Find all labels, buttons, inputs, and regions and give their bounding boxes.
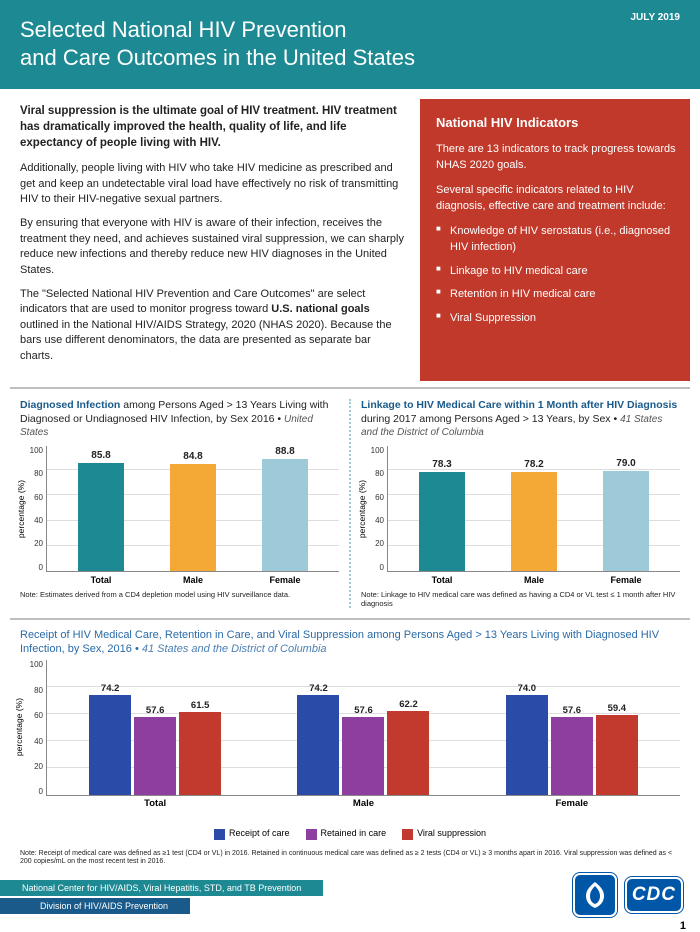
- header-title: Selected National HIV Prevention and Car…: [20, 16, 680, 71]
- chart-receipt: Receipt of HIV Medical Care, Retention i…: [10, 618, 690, 846]
- chart3-bars: 74.257.661.5Total 74.257.662.2Male 74.057.…: [46, 660, 680, 796]
- content-row: Viral suppression is the ultimate goal o…: [0, 89, 700, 387]
- legend-item: Viral suppression: [402, 828, 486, 839]
- legend-item: Retained in care: [306, 828, 387, 839]
- bar-female: 88.8Female: [258, 446, 312, 571]
- footer: National Center for HIV/AIDS, Viral Hepa…: [0, 870, 700, 920]
- header: JULY 2019 Selected National HIV Preventi…: [0, 0, 700, 89]
- legend-item: Receipt of care: [214, 828, 290, 839]
- chart1-plot: percentage (%) 100 80 60 40 20 0 85.8Tot…: [20, 446, 339, 586]
- chart1-title: Diagnosed Infection among Persons Aged >…: [20, 399, 339, 440]
- intro-lead: Viral suppression is the ultimate goal o…: [20, 103, 406, 151]
- bar-total: 85.8Total: [74, 450, 128, 571]
- bar-total: 78.3Total: [415, 459, 469, 571]
- group-male: 74.257.662.2Male: [297, 683, 429, 796]
- bar-male: 78.2Male: [507, 459, 561, 571]
- top-charts-row: Diagnosed Infection among Persons Aged >…: [10, 387, 690, 614]
- indicator-item: Viral Suppression: [436, 310, 676, 327]
- footer-bar-bottom: Division of HIV/AIDS Prevention: [0, 898, 190, 914]
- intro-text: Viral suppression is the ultimate goal o…: [0, 89, 420, 387]
- indicator-item: Retention in HIV medical care: [436, 286, 676, 303]
- hhs-icon: [572, 872, 618, 918]
- indicators-p1: There are 13 indicators to track progres…: [436, 141, 676, 174]
- cdc-badge: CDC: [572, 872, 684, 918]
- chart2-title: Linkage to HIV Medical Care within 1 Mon…: [361, 399, 680, 440]
- footer-bar-top: National Center for HIV/AIDS, Viral Hepa…: [0, 880, 323, 896]
- indicator-item: Linkage to HIV medical care: [436, 263, 676, 280]
- indicators-box: National HIV Indicators There are 13 ind…: [420, 99, 690, 381]
- chart1-bars: 85.8Total 84.8Male 88.8Female: [46, 446, 339, 572]
- intro-p2: By ensuring that everyone with HIV is aw…: [20, 216, 406, 278]
- chart-diagnosed: Diagnosed Infection among Persons Aged >…: [10, 399, 351, 608]
- chart-linkage: Linkage to HIV Medical Care within 1 Mon…: [351, 399, 690, 608]
- indicators-p2: Several specific indicators related to H…: [436, 182, 676, 215]
- chart3-legend: Receipt of care Retained in care Viral sup…: [20, 828, 680, 839]
- footer-note: Note: Receipt of medical care was define…: [0, 846, 700, 867]
- chart2-note: Note: Linkage to HIV medical care was de…: [361, 590, 680, 608]
- chart1-note: Note: Estimates derived from a CD4 deple…: [20, 590, 339, 599]
- header-date: JULY 2019: [631, 12, 681, 23]
- intro-p3: The "Selected National HIV Prevention an…: [20, 287, 406, 364]
- bar-female: 79.0Female: [599, 458, 653, 571]
- chart3-title: Receipt of HIV Medical Care, Retention i…: [20, 628, 680, 657]
- indicators-list: Knowledge of HIV serostatus (i.e., diagn…: [436, 223, 676, 327]
- page: JULY 2019 Selected National HIV Preventi…: [0, 0, 700, 920]
- chart2-plot: percentage (%) 100 80 60 40 20 0 78.3Tot…: [361, 446, 680, 586]
- group-total: 74.257.661.5Total: [89, 683, 221, 796]
- bar-male: 84.8Male: [166, 451, 220, 571]
- indicators-title: National HIV Indicators: [436, 113, 676, 133]
- cdc-logo: CDC: [624, 876, 684, 914]
- footer-bars: National Center for HIV/AIDS, Viral Hepa…: [0, 880, 323, 914]
- indicator-item: Knowledge of HIV serostatus (i.e., diagn…: [436, 223, 676, 256]
- intro-p1: Additionally, people living with HIV who…: [20, 161, 406, 207]
- chart2-bars: 78.3Total 78.2Male 79.0Female: [387, 446, 680, 572]
- page-number: 1: [680, 920, 686, 932]
- group-female: 74.057.659.4Female: [506, 683, 638, 796]
